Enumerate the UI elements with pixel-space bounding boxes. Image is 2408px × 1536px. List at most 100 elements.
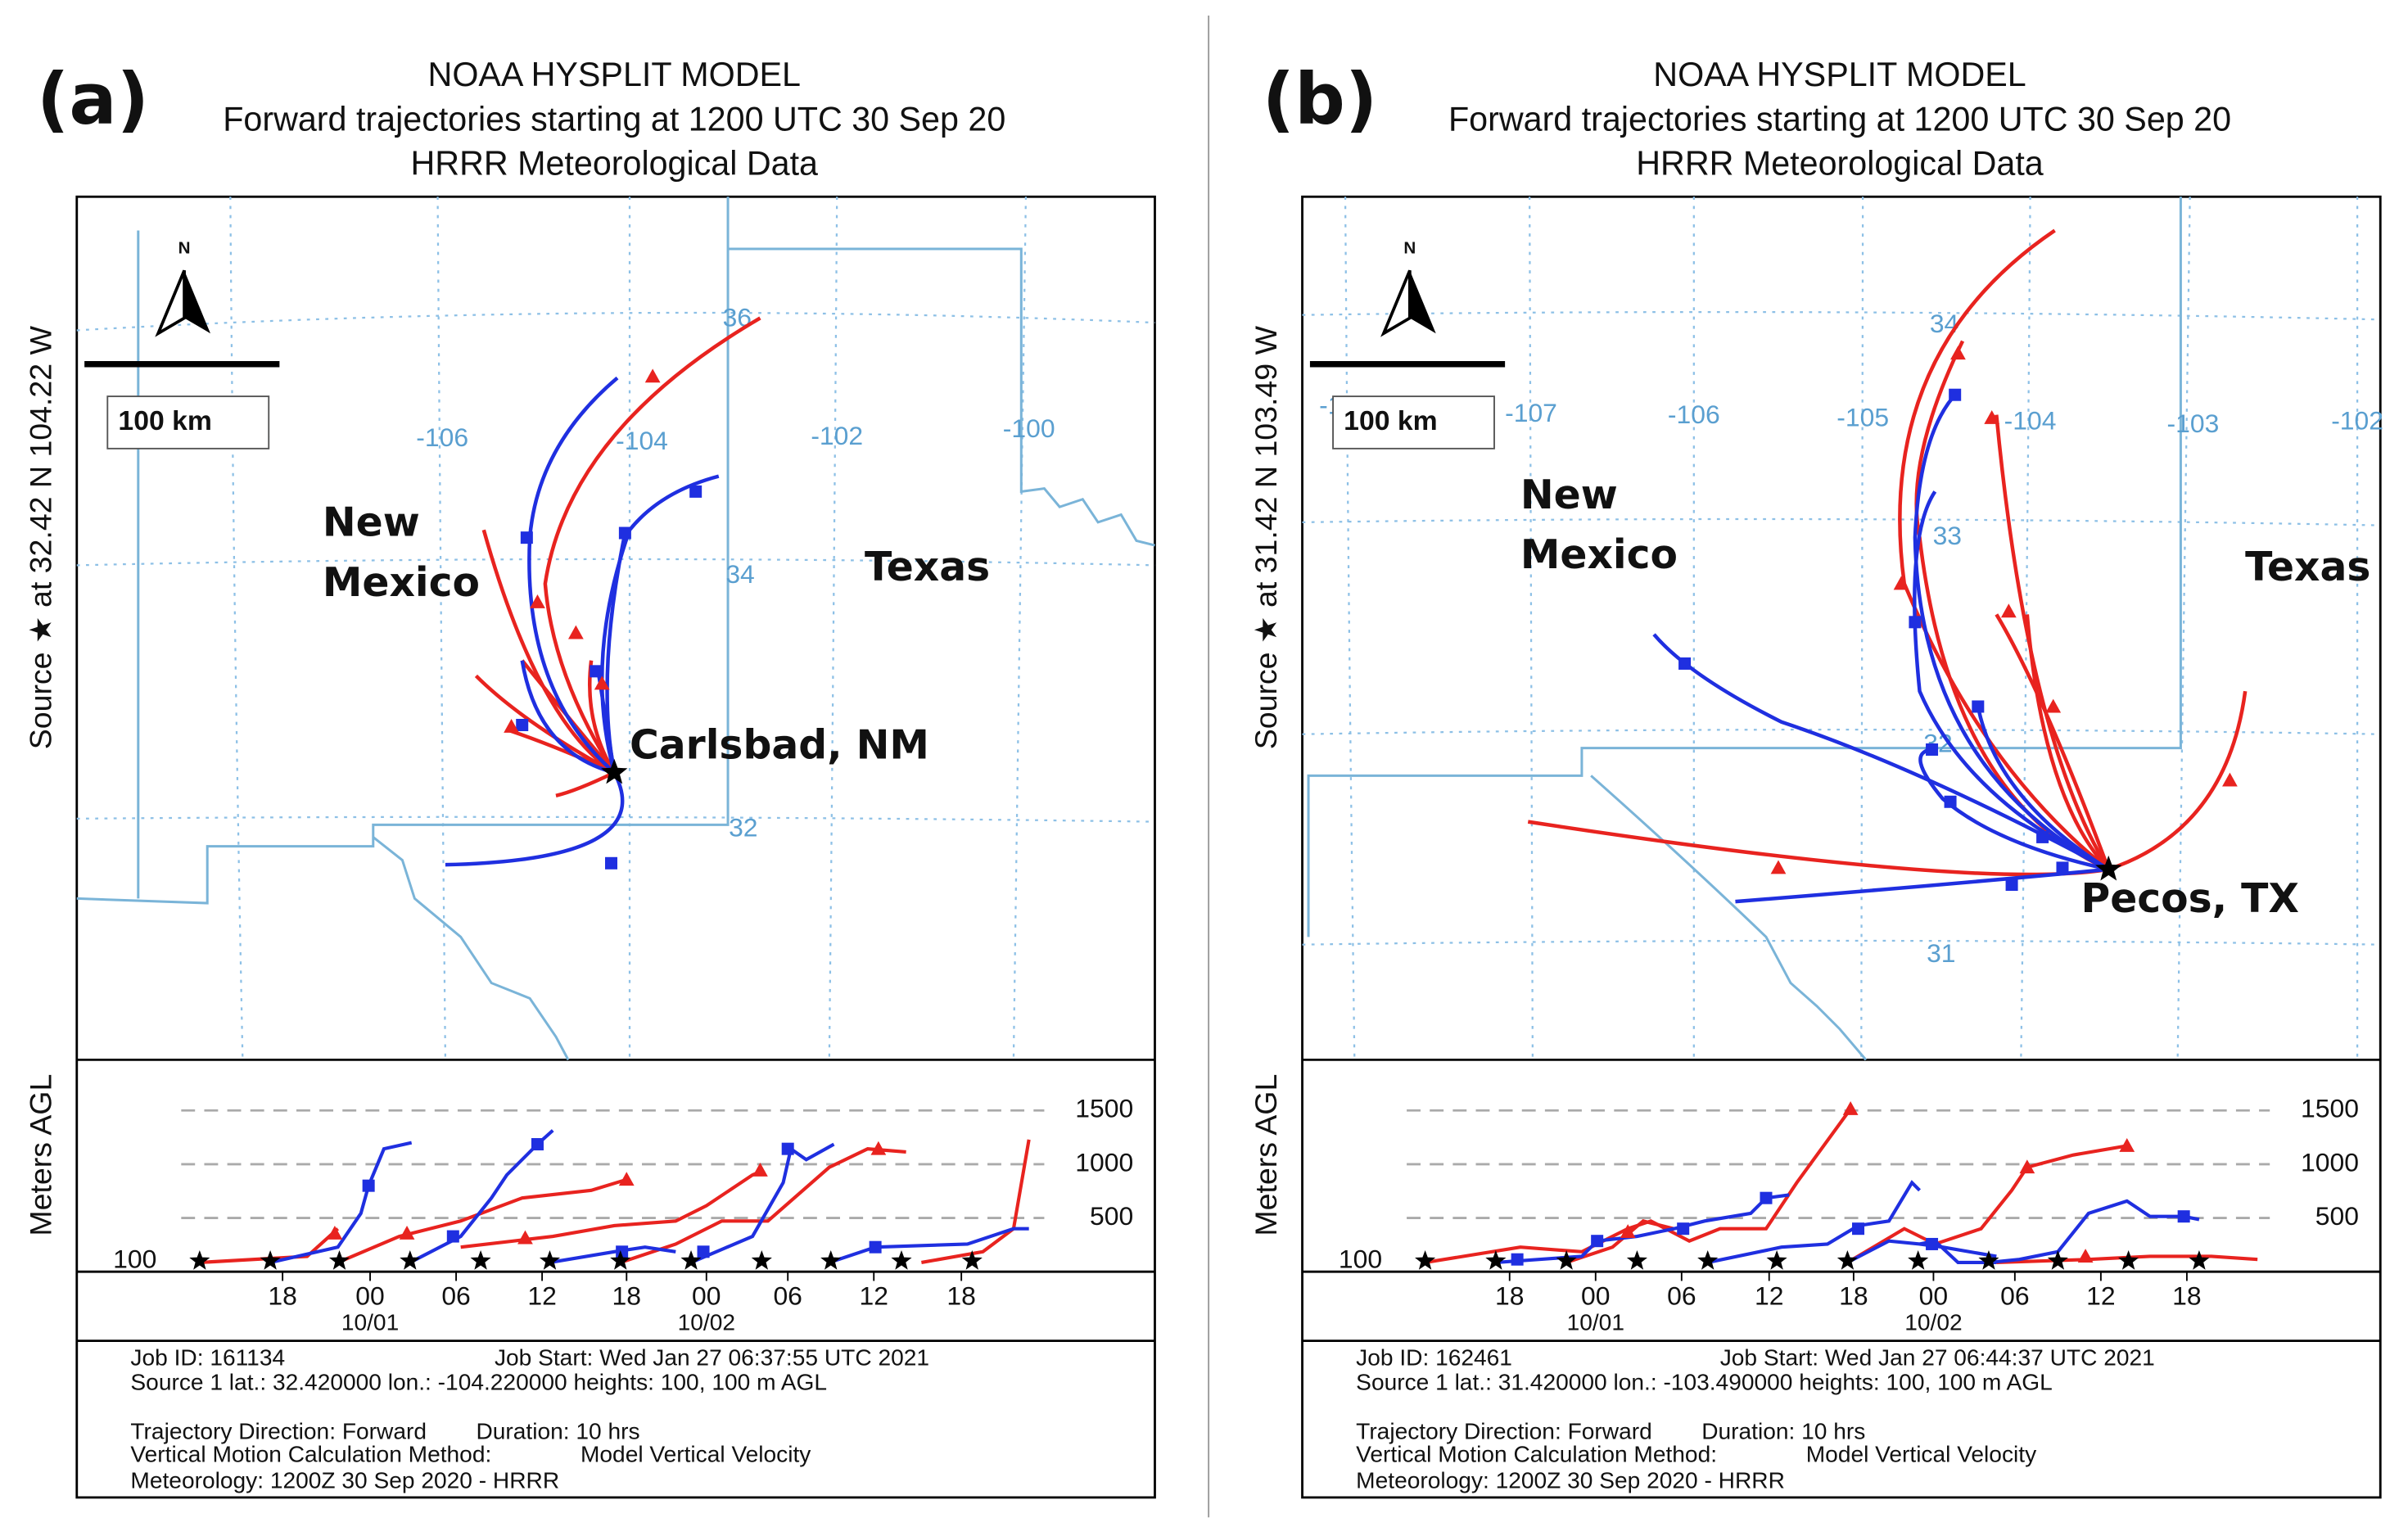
graticule	[76, 311, 1155, 332]
scale-label: 100 km	[118, 405, 211, 436]
graticule	[828, 197, 838, 1060]
lat-label: 33	[1933, 521, 1962, 550]
triangle-marker	[1842, 1101, 1859, 1115]
star	[610, 1249, 631, 1270]
square-marker	[781, 1142, 794, 1155]
boundary	[372, 836, 570, 1061]
trajectory-red	[2108, 690, 2248, 871]
title: NOAA HYSPLIT MODEL	[428, 56, 801, 93]
footer-text: Source 1 lat.: 31.420000 lon.: -103.4900…	[1356, 1370, 2053, 1395]
lat-label: 32	[729, 812, 757, 842]
y-tick-label: 1500	[1075, 1094, 1133, 1123]
footer-text: Vertical Motion Calculation Method:	[130, 1442, 491, 1467]
star	[2118, 1249, 2139, 1270]
profile-red	[1425, 1108, 1852, 1264]
star	[539, 1249, 561, 1270]
title: Forward trajectories starting at 1200 UT…	[1448, 100, 2231, 138]
trajectory-blue	[1913, 390, 2110, 871]
star	[1626, 1249, 1647, 1270]
graticule	[76, 558, 1155, 567]
graticule	[1344, 197, 1356, 1060]
square-marker	[869, 1240, 882, 1254]
trajectory-red	[2025, 614, 2110, 871]
lon-label: -104	[616, 426, 668, 455]
boundary	[1590, 775, 1868, 1061]
x-tick-label: 18	[946, 1281, 975, 1311]
title: Forward trajectories starting at 1200 UT…	[223, 100, 1005, 138]
star	[1485, 1249, 1507, 1270]
square-marker	[2056, 861, 2069, 874]
lon-label: -105	[1836, 403, 1889, 432]
trajectory-blue	[597, 675, 617, 773]
profile-blue	[690, 1142, 835, 1264]
square-marker	[697, 1245, 710, 1258]
star	[260, 1249, 281, 1270]
triangle-marker	[530, 594, 545, 608]
graticule	[2176, 197, 2191, 1060]
triangle-marker	[517, 1230, 533, 1245]
triangle-marker	[1950, 346, 1966, 360]
square-marker	[1944, 795, 1957, 808]
profile-blue	[269, 1141, 413, 1264]
square-marker	[1926, 1237, 1939, 1250]
lon-label: -103	[2167, 409, 2220, 438]
date-label: 10/01	[341, 1309, 399, 1335]
date-label: 10/01	[1567, 1309, 1624, 1335]
place-label: Mexico	[323, 560, 480, 606]
profile-blue	[549, 1245, 676, 1264]
scale-box	[106, 395, 270, 450]
graticule	[1860, 197, 1864, 1060]
star	[1978, 1249, 1999, 1270]
footer-text: Duration: 10 hrs	[1701, 1419, 1865, 1444]
lat-label: 34	[1930, 309, 1958, 338]
star	[680, 1249, 702, 1270]
triangle-marker	[870, 1141, 887, 1155]
x-tick-label: 12	[860, 1281, 888, 1311]
panel-label: (b)	[1263, 59, 1378, 141]
profile-blue	[1707, 1180, 1922, 1264]
triangle-marker	[1770, 860, 1787, 874]
trajectory-red	[1995, 613, 2111, 870]
triangle-marker	[2019, 1159, 2035, 1174]
panel: 108-106-104-102-100363432NewMexicoTexasC…	[23, 56, 1156, 1499]
triangle-marker	[504, 718, 519, 733]
panel-frame	[75, 195, 1156, 1499]
footer-text: Model Vertical Velocity	[1806, 1442, 2036, 1467]
x-tick-label: 06	[2000, 1281, 2029, 1311]
boundary	[1307, 197, 2182, 937]
lon-label: -107	[1505, 398, 1557, 427]
triangle-marker	[399, 1225, 415, 1240]
square-marker	[1677, 1222, 1690, 1236]
graticule	[1302, 939, 2381, 946]
footer-text: Trajectory Direction: Forward	[1356, 1419, 1652, 1444]
footer-text: Job Start: Wed Jan 27 06:37:55 UTC 2021	[495, 1345, 929, 1371]
square-marker	[1678, 657, 1692, 670]
square-marker	[2177, 1210, 2190, 1223]
profile-blue	[829, 1227, 1029, 1264]
trajectory-red	[543, 316, 761, 774]
star	[2047, 1249, 2068, 1270]
triangle-marker	[2077, 1249, 2094, 1263]
y-tick-label: 1500	[2301, 1094, 2359, 1123]
graticule	[1302, 310, 2381, 321]
footer-text: Job Start: Wed Jan 27 06:44:37 UTC 2021	[1720, 1345, 2155, 1371]
square-marker	[531, 1138, 544, 1151]
square-marker	[1760, 1191, 1773, 1204]
graticule	[229, 197, 244, 1060]
graticule	[1302, 517, 2381, 526]
x-tick-label: 18	[268, 1281, 296, 1311]
triangle-marker	[2119, 1138, 2135, 1152]
footer-text: Duration: 10 hrs	[476, 1419, 639, 1444]
trajectory-red	[474, 674, 616, 775]
footer-text: Trajectory Direction: Forward	[130, 1419, 427, 1444]
square-marker	[446, 1230, 459, 1243]
scale-label: 100 km	[1344, 405, 1437, 436]
x-tick-label: 00	[1919, 1281, 1948, 1311]
triangle-marker	[1893, 576, 1909, 590]
graticule	[1012, 197, 1028, 1060]
x-tick-label: 06	[441, 1281, 470, 1311]
trajectory-blue	[1735, 867, 2109, 904]
x-tick-label: 12	[2086, 1281, 2115, 1311]
profile-blue	[1988, 1199, 2200, 1265]
triangle-marker	[1620, 1224, 1636, 1238]
